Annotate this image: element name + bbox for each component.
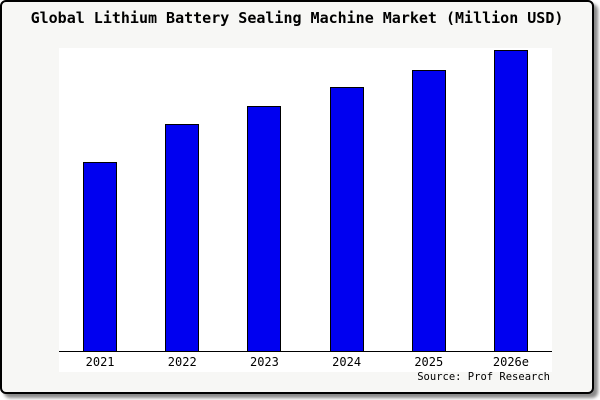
bar-slot-2022 (141, 124, 223, 351)
bar-2022 (165, 124, 200, 351)
chart-card: Global Lithium Battery Sealing Machine M… (0, 0, 594, 394)
x-axis-label-2021: 2021 (85, 355, 115, 369)
bar-2021 (83, 162, 118, 351)
bar-slot-2026e (470, 50, 552, 351)
bar-slot-2025 (388, 70, 470, 351)
bars-group (59, 48, 552, 352)
x-axis-labels: 2021 2022 2023 2024 2025 2026e (59, 352, 552, 372)
bar-slot-2021 (59, 162, 141, 351)
bar-slot-2024 (306, 87, 388, 351)
bar-2023 (247, 106, 282, 351)
x-axis-label-2025: 2025 (414, 355, 444, 369)
bar-2026e (493, 50, 528, 351)
bar-slot-2023 (223, 106, 305, 351)
x-axis-label-2026e: 2026e (492, 355, 529, 369)
bar-2024 (329, 87, 364, 351)
source-credit: Source: Prof Research (417, 371, 550, 383)
bar-2025 (411, 70, 446, 351)
x-axis-label-2024: 2024 (332, 355, 362, 369)
chart-title: Global Lithium Battery Sealing Machine M… (30, 9, 564, 27)
x-axis-label-2022: 2022 (167, 355, 197, 369)
plot-area: 2021 2022 2023 2024 2025 2026e (59, 48, 552, 372)
x-axis-label-2023: 2023 (249, 355, 279, 369)
